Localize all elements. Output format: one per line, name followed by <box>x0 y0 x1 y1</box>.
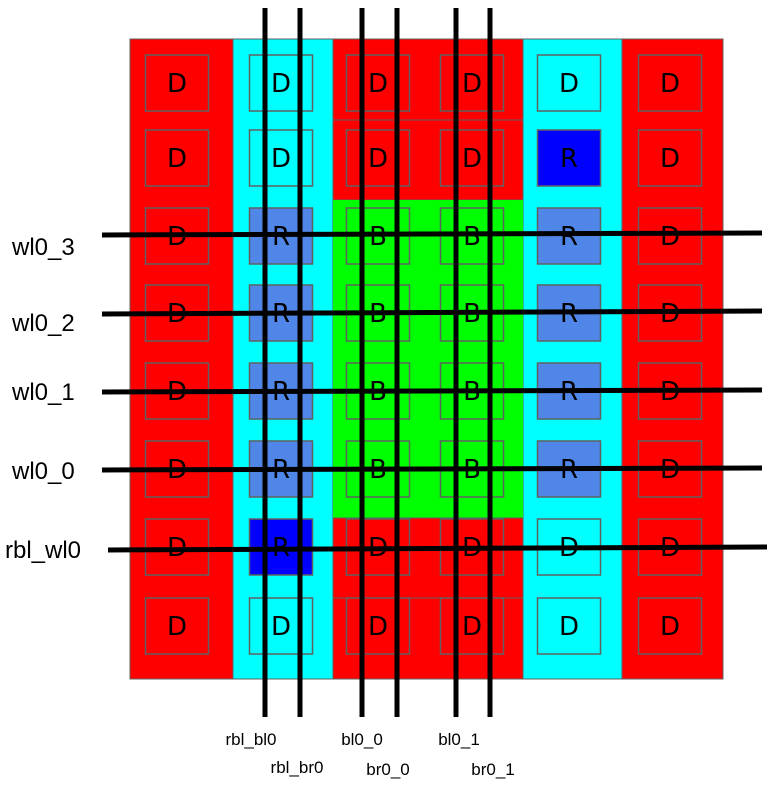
cell-label: D <box>462 144 482 174</box>
cell-D-r0-c4 <box>536 54 602 112</box>
cell-label: D <box>368 144 388 174</box>
cell-label: D <box>271 612 291 642</box>
cell-label: D <box>167 612 187 642</box>
bitline-label-bl0_0: bl0_0 <box>341 730 383 749</box>
bitline-label-rbl_br0: rbl_br0 <box>270 758 324 777</box>
bitline-label-br0_1: br0_1 <box>471 760 515 779</box>
cell-D-r0-c0 <box>144 54 210 112</box>
cell-D-r0-c5 <box>637 54 703 112</box>
cell-D-r1-c0 <box>144 129 210 187</box>
cell-label: D <box>462 69 482 99</box>
cell-label: D <box>660 69 680 99</box>
cell-label: D <box>660 144 680 174</box>
cell-label: B <box>369 222 387 252</box>
cell-label: D <box>368 69 388 99</box>
wordline-label-rbl_wl0: rbl_wl0 <box>5 537 82 564</box>
cell-label: D <box>271 69 291 99</box>
cell-D-r7-c5 <box>637 597 703 655</box>
wordline-label-wl0_1: wl0_1 <box>12 379 75 406</box>
wordline-wl0_0 <box>101 465 763 473</box>
cell-label: D <box>271 144 291 174</box>
cell-D-r6-c0 <box>144 518 210 576</box>
cell-D-r1-c5 <box>637 129 703 187</box>
wordline-wl0_3 <box>101 230 763 238</box>
cell-D-r0-c3 <box>439 54 505 112</box>
cell-label: D <box>167 144 187 174</box>
bitline-label-br0_0: br0_0 <box>366 760 410 779</box>
cell-D-r2-c5 <box>637 207 703 265</box>
cell-R-r1-c4 <box>536 129 602 187</box>
cell-label: D <box>660 299 680 329</box>
wordline-wl0_2 <box>101 308 763 317</box>
cell-label: D <box>660 222 680 252</box>
wordline-label-wl0_2: wl0_2 <box>12 310 75 337</box>
bitline-label-bl0_1: bl0_1 <box>438 730 480 749</box>
cell-D-r1-c3 <box>439 129 505 187</box>
cell-label: B <box>463 222 481 252</box>
cell-label: D <box>559 69 579 99</box>
wordline-rbl_wl0 <box>107 544 768 553</box>
cell-D-r7-c3 <box>439 597 505 655</box>
cell-label: D <box>462 612 482 642</box>
cell-label: D <box>368 612 388 642</box>
cell-label: D <box>167 69 187 99</box>
cell-D-r7-c4 <box>536 597 602 655</box>
cell-label: D <box>559 612 579 642</box>
cell-label: R <box>560 144 578 174</box>
wordline-label-wl0_0: wl0_0 <box>12 458 75 485</box>
cell-label: R <box>560 222 578 252</box>
cell-D-r7-c0 <box>144 597 210 655</box>
cell-label: D <box>660 612 680 642</box>
cell-label: R <box>272 222 290 252</box>
bitline-label-rbl_bl0: rbl_bl0 <box>225 730 277 749</box>
wordline-wl0_1 <box>101 387 763 395</box>
wordline-label-wl0_3: wl0_3 <box>12 234 75 261</box>
